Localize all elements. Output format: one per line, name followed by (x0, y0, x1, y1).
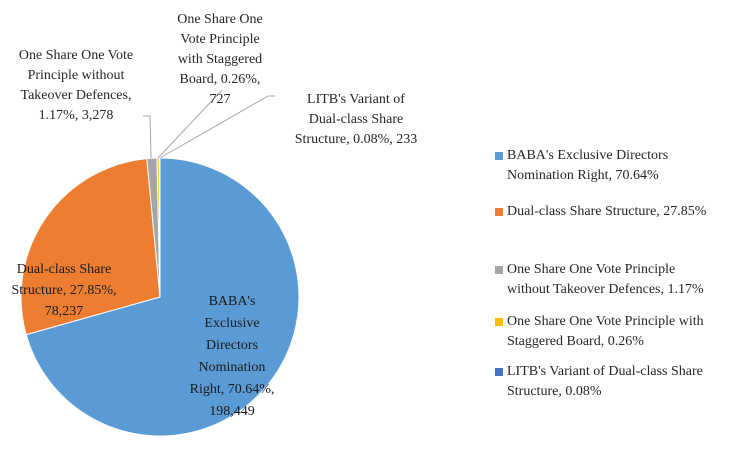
data-label: LITB's Variant of (307, 92, 405, 107)
legend-swatch (495, 152, 503, 160)
data-label: Nomination (199, 360, 266, 375)
legend-swatch (495, 266, 503, 274)
legend-label: Dual-class Share Structure, 27.85% (507, 204, 707, 219)
data-label: with Staggered (178, 52, 262, 67)
legend-swatch (495, 368, 503, 376)
data-label: Structure, 0.08%, 233 (295, 132, 417, 147)
data-label: Dual-class Share (17, 262, 111, 277)
leader-line (143, 115, 152, 159)
data-label: Right, 70.64%, (190, 382, 275, 397)
data-label: Directors (206, 338, 258, 353)
legend-label: One Share One Vote Principle (507, 262, 675, 277)
data-label: Vote Principle (180, 32, 259, 47)
legend-label: Structure, 0.08% (507, 384, 602, 399)
data-label: Exclusive (204, 316, 259, 331)
data-label: One Share One (177, 12, 263, 27)
legend-label: without Takeover Defences, 1.17% (507, 282, 704, 297)
pie-slice (20, 158, 161, 336)
legend-swatch (495, 318, 503, 326)
data-label: One Share One Vote (19, 48, 133, 63)
data-label: BABA's (209, 294, 256, 309)
data-label: 198,449 (209, 404, 255, 419)
data-label: 1.17%, 3,278 (39, 108, 114, 123)
data-label: Takeover Defences, (21, 88, 132, 103)
leader-line (157, 89, 223, 159)
legend-label: Staggered Board, 0.26% (507, 334, 644, 349)
pie-slice (25, 157, 300, 437)
leader-line (159, 95, 275, 159)
data-label: Dual-class Share (309, 112, 403, 127)
data-label: Structure, 27.85%, (12, 283, 117, 298)
legend-label: LITB's Variant of Dual-class Share (507, 364, 703, 379)
legend-label: Nomination Right, 70.64% (507, 168, 659, 183)
data-label: Board, 0.26%, (180, 72, 261, 87)
legend-label: One Share One Vote Principle with (507, 314, 704, 329)
data-label: Principle without (28, 68, 125, 83)
legend-label: BABA's Exclusive Directors (507, 148, 668, 163)
data-label: 727 (210, 92, 231, 107)
legend-swatch (495, 208, 503, 216)
data-label: 78,237 (45, 304, 84, 319)
pie-slice (158, 157, 161, 298)
